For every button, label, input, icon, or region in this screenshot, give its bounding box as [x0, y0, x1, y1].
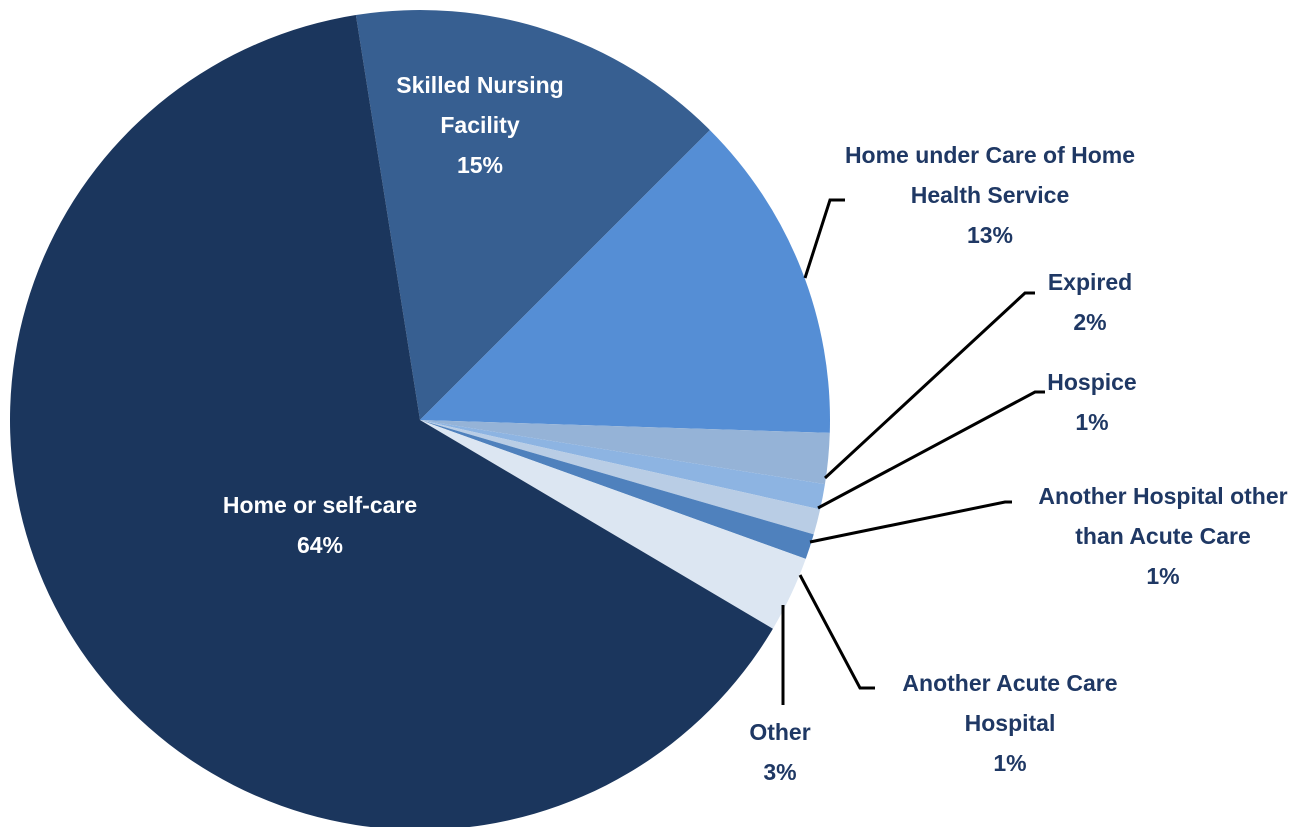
slice-label: Home or self-care 64%	[170, 485, 470, 565]
slice-label: Home under Care of Home Health Service 13…	[830, 135, 1150, 255]
value-label: 13%	[966, 222, 1014, 248]
category-label: Skilled Nursing Facility	[396, 72, 564, 138]
slice-label: Another Acute Care Hospital 1%	[875, 663, 1145, 783]
slice-label: Skilled Nursing Facility 15%	[365, 65, 595, 185]
category-label: Expired	[1047, 269, 1133, 295]
slice-label: Another Hospital other than Acute Care 1%	[1013, 476, 1313, 596]
leader-line	[823, 291, 1035, 480]
category-label: Home under Care of Home Health Service	[844, 142, 1136, 208]
pie-slice	[355, 10, 710, 421]
pie-slice	[420, 420, 806, 629]
pie-slice	[420, 420, 830, 485]
value-label: 1%	[993, 750, 1027, 776]
pie-slice	[420, 420, 825, 510]
value-label: 3%	[763, 759, 797, 785]
value-label: 64%	[296, 532, 344, 558]
category-label: Another Hospital other than Acute Care	[1038, 483, 1288, 549]
slice-label: Other 3%	[705, 712, 855, 792]
pie-slice	[420, 130, 830, 433]
pie-slice	[420, 420, 814, 559]
leader-line	[809, 500, 1012, 544]
value-label: 15%	[456, 152, 504, 178]
slice-label: Hospice 1%	[992, 362, 1192, 442]
leader-line	[803, 198, 845, 279]
value-label: 1%	[1075, 409, 1109, 435]
category-label: Other	[749, 719, 811, 745]
pie-slice	[10, 15, 773, 827]
pie-slice	[420, 420, 821, 535]
category-label: Hospice	[1047, 369, 1137, 395]
category-label: Home or self-care	[222, 492, 418, 518]
value-label: 2%	[1073, 309, 1107, 335]
leader-line	[798, 574, 875, 690]
slice-label: Expired 2%	[990, 262, 1190, 342]
leader-line	[817, 390, 1045, 510]
value-label: 1%	[1146, 563, 1180, 589]
category-label: Another Acute Care Hospital	[902, 670, 1118, 736]
